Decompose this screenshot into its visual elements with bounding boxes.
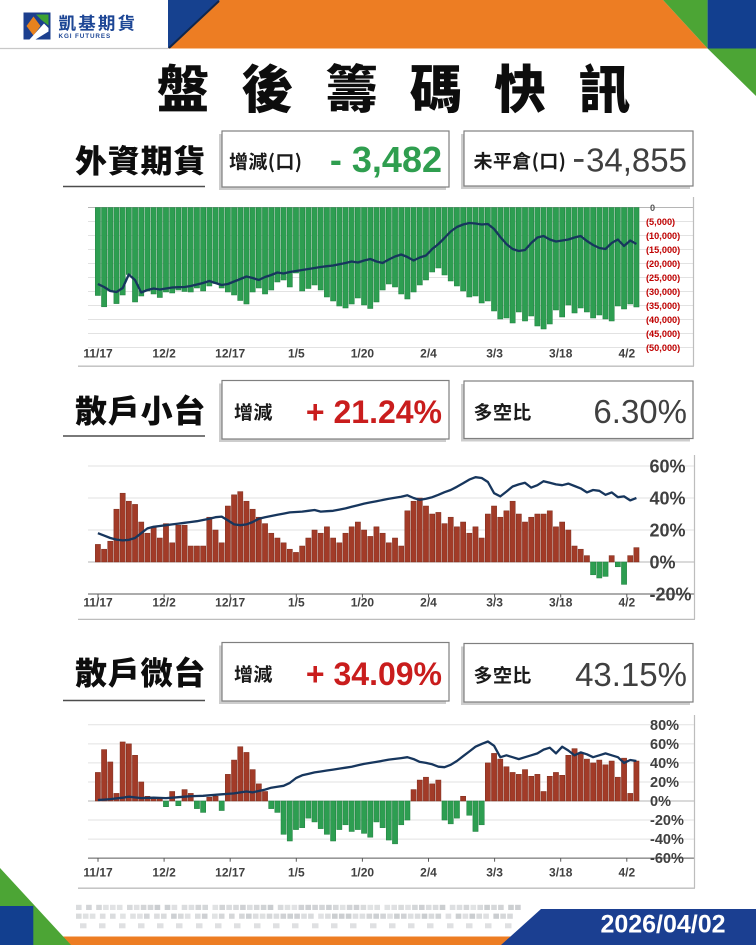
svg-text:1/5: 1/5 bbox=[288, 596, 305, 610]
svg-text:34,855: 34,855 bbox=[586, 142, 687, 179]
svg-text:12/2: 12/2 bbox=[152, 347, 176, 361]
svg-text:6.30%: 6.30% bbox=[593, 393, 687, 430]
svg-text:+ 21.24%: + 21.24% bbox=[306, 394, 442, 430]
svg-text:11/17: 11/17 bbox=[83, 596, 113, 610]
svg-text:(45,000): (45,000) bbox=[646, 329, 680, 339]
svg-text:12/17: 12/17 bbox=[215, 596, 245, 610]
svg-text:12/17: 12/17 bbox=[215, 866, 245, 880]
svg-text:4/2: 4/2 bbox=[618, 596, 635, 610]
svg-text:80%: 80% bbox=[650, 718, 679, 734]
svg-text:12/17: 12/17 bbox=[215, 347, 245, 361]
svg-text:-20%: -20% bbox=[650, 584, 692, 604]
svg-text:+ 34.09%: + 34.09% bbox=[306, 656, 442, 692]
svg-text:60%: 60% bbox=[650, 456, 686, 476]
svg-text:2/4: 2/4 bbox=[420, 596, 437, 610]
svg-text:1/20: 1/20 bbox=[351, 596, 375, 610]
svg-text:0: 0 bbox=[650, 203, 655, 213]
svg-text:0%: 0% bbox=[650, 552, 676, 572]
svg-text:-20%: -20% bbox=[650, 813, 684, 829]
svg-text:(40,000): (40,000) bbox=[646, 315, 680, 325]
svg-text:2026/04/02: 2026/04/02 bbox=[600, 911, 725, 939]
svg-text:4/2: 4/2 bbox=[618, 347, 635, 361]
svg-text:12/2: 12/2 bbox=[152, 596, 176, 610]
svg-text:(20,000): (20,000) bbox=[646, 259, 680, 269]
svg-text:3/18: 3/18 bbox=[549, 866, 573, 880]
svg-text:(30,000): (30,000) bbox=[646, 287, 680, 297]
svg-text:2/4: 2/4 bbox=[420, 866, 437, 880]
svg-text:1/20: 1/20 bbox=[351, 347, 375, 361]
svg-text:(5,000): (5,000) bbox=[646, 217, 675, 227]
svg-text:(10,000): (10,000) bbox=[646, 231, 680, 241]
svg-text:0%: 0% bbox=[650, 794, 671, 810]
svg-text:4/2: 4/2 bbox=[618, 866, 635, 880]
svg-text:43.15%: 43.15% bbox=[575, 656, 687, 693]
svg-text:(25,000): (25,000) bbox=[646, 273, 680, 283]
svg-text:-40%: -40% bbox=[650, 832, 684, 848]
svg-text:40%: 40% bbox=[650, 756, 679, 772]
svg-text:KGI FUTURES: KGI FUTURES bbox=[59, 33, 112, 40]
svg-text:11/17: 11/17 bbox=[83, 866, 113, 880]
svg-text:-60%: -60% bbox=[650, 851, 684, 867]
svg-text:- 3,482: - 3,482 bbox=[330, 139, 442, 180]
svg-text:1/5: 1/5 bbox=[288, 866, 305, 880]
svg-text:3/18: 3/18 bbox=[549, 596, 573, 610]
svg-text:12/2: 12/2 bbox=[152, 866, 176, 880]
svg-text:3/18: 3/18 bbox=[549, 347, 573, 361]
svg-text:(35,000): (35,000) bbox=[646, 301, 680, 311]
svg-text:60%: 60% bbox=[650, 737, 679, 753]
svg-text:1/5: 1/5 bbox=[288, 347, 305, 361]
svg-text:40%: 40% bbox=[650, 488, 686, 508]
svg-text:(50,000): (50,000) bbox=[646, 343, 680, 353]
svg-text:20%: 20% bbox=[650, 775, 679, 791]
svg-text:11/17: 11/17 bbox=[83, 347, 113, 361]
svg-text:(15,000): (15,000) bbox=[646, 245, 680, 255]
svg-text:2/4: 2/4 bbox=[420, 347, 437, 361]
svg-text:3/3: 3/3 bbox=[486, 596, 503, 610]
svg-text:1/20: 1/20 bbox=[351, 866, 375, 880]
svg-text:20%: 20% bbox=[650, 520, 686, 540]
svg-text:3/3: 3/3 bbox=[486, 347, 503, 361]
svg-text:3/3: 3/3 bbox=[486, 866, 503, 880]
